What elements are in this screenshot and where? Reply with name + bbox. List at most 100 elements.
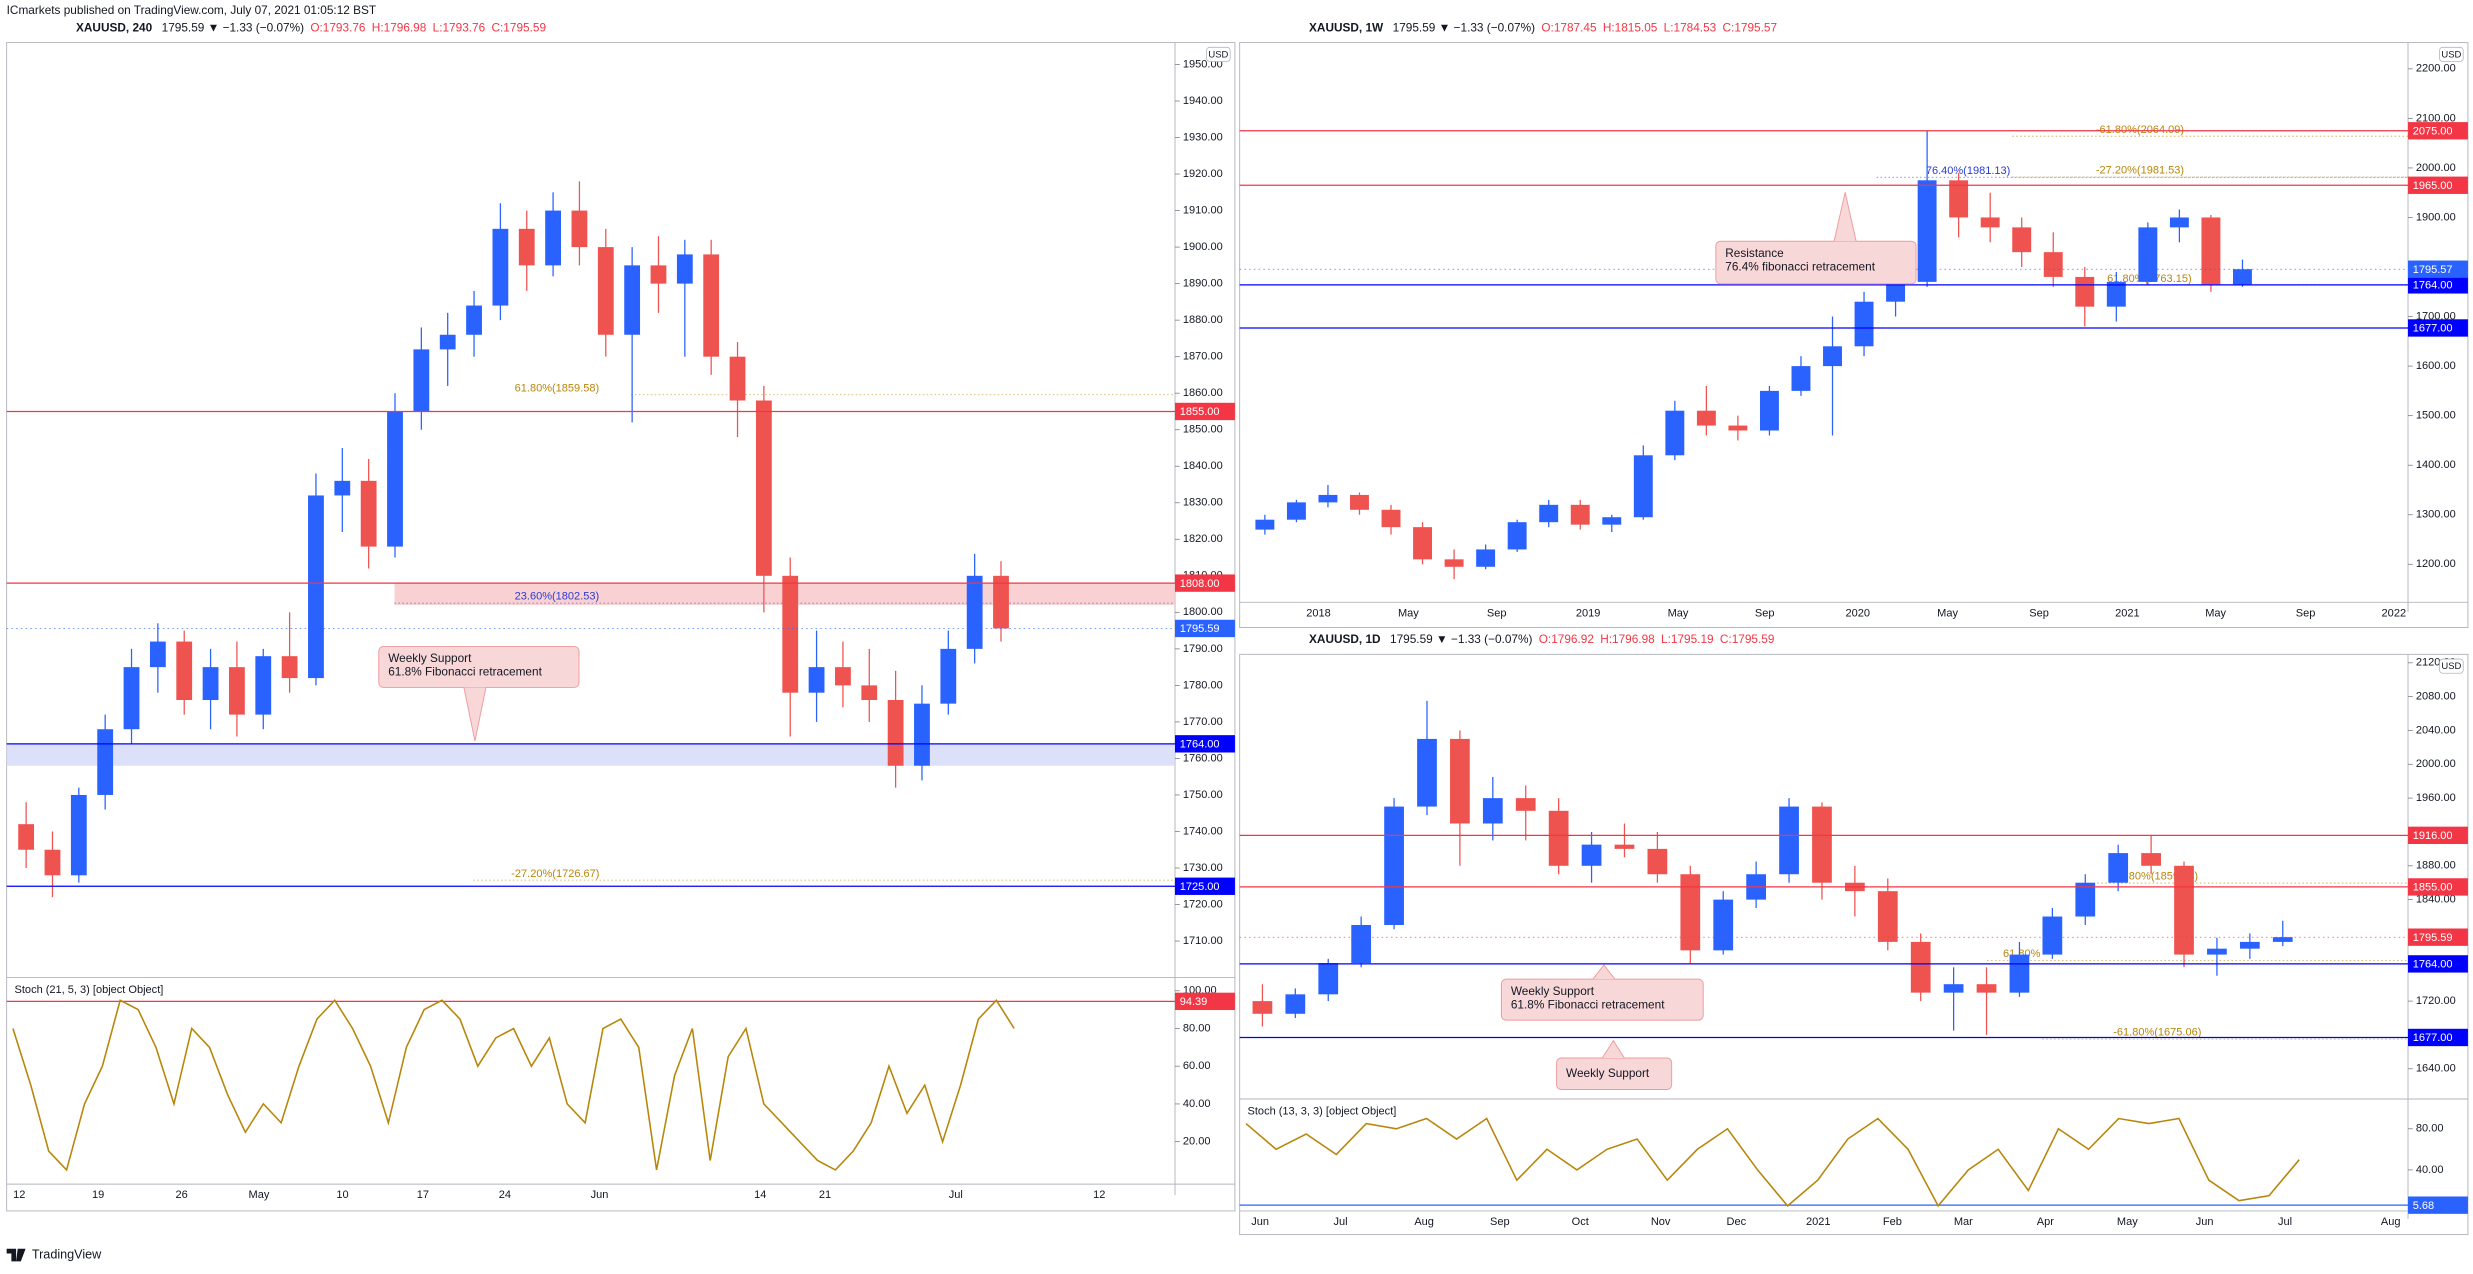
candle-body <box>1823 346 1842 367</box>
fib-label: 61.80%(1859.58) <box>515 382 600 394</box>
candle-body <box>2108 853 2129 883</box>
quote: 1795.59 ▼ −1.33 (−0.07%) <box>1390 632 1532 646</box>
y-tick-label: 1910.00 <box>1183 204 1223 216</box>
y-tick-label: 1900.00 <box>2416 211 2456 223</box>
candle-body <box>1779 806 1799 875</box>
candle-body <box>97 729 114 795</box>
currency-badge: USD <box>2441 49 2461 60</box>
x-tick-label: 12 <box>13 1189 25 1201</box>
candle-body <box>176 641 193 700</box>
price-label: 1795.59 <box>2413 932 2453 944</box>
candle-body <box>2201 217 2221 285</box>
fib-label: -27.20%(1726.67) <box>511 868 599 880</box>
level-label: 1764.00 <box>2413 280 2453 292</box>
callout-text: Weekly Support <box>388 651 472 665</box>
candle-body <box>966 575 983 649</box>
callout-text: 61.8% Fibonacci retracement <box>388 665 542 679</box>
x-tick-label: 24 <box>499 1189 511 1201</box>
level-label: 1764.00 <box>2413 959 2453 971</box>
x-tick-label: 12 <box>1093 1189 1105 1201</box>
candle-body <box>1791 366 1811 391</box>
candle-body <box>597 247 614 335</box>
candle-body <box>202 667 219 700</box>
symbol: XAUUSD, 240 <box>76 21 153 35</box>
candle-body <box>360 480 377 547</box>
y-tick-label: 1300.00 <box>2416 509 2456 521</box>
price-zone <box>6 743 1176 766</box>
level-label: 1855.00 <box>1180 406 1220 418</box>
candle-body <box>1917 180 1937 282</box>
x-tick-label: 2022 <box>2382 607 2407 619</box>
y-tick-label: 20.00 <box>1183 1136 1211 1148</box>
level-label: 1808.00 <box>1180 578 1220 590</box>
candle-body <box>2169 217 2189 228</box>
candle-body <box>1976 984 1997 993</box>
callout-box <box>1715 240 1917 285</box>
callout-text: Weekly Support <box>1511 984 1595 998</box>
x-tick-label: Nov <box>1651 1216 1671 1228</box>
candle-body <box>1886 281 1906 302</box>
ohlc-value: O:1796.92 <box>1539 632 1594 646</box>
x-tick-label: 2021 <box>1806 1216 1831 1228</box>
x-tick-label: Jul <box>2278 1216 2292 1228</box>
candle-body <box>518 228 535 266</box>
x-tick-label: Mar <box>1954 1216 1973 1228</box>
y-tick-label: 1900.00 <box>1183 241 1223 253</box>
candle-body <box>1515 798 1536 811</box>
callout-pointer <box>1833 192 1857 242</box>
y-tick-label: 1950.00 <box>1183 58 1223 70</box>
level-label-bg <box>2408 176 2468 194</box>
y-tick-label: 1820.00 <box>1183 533 1223 545</box>
x-tick-label: Oct <box>1572 1216 1589 1228</box>
indicator-level-label-bg <box>1175 992 1235 1011</box>
y-tick-label: 1850.00 <box>1183 424 1223 436</box>
candle-body <box>1255 519 1275 530</box>
x-tick-label: Sep <box>1487 607 1507 619</box>
candle-body <box>413 349 430 412</box>
candle-body <box>1548 810 1569 866</box>
callout-text: 76.4% fibonacci retracement <box>1725 259 1875 273</box>
candle-body <box>492 228 509 306</box>
candle-body <box>1877 891 1898 942</box>
x-tick-label: 2019 <box>1576 607 1601 619</box>
fib-label: -61.80%(2064.09) <box>2096 124 2184 136</box>
x-tick-label: 2021 <box>2115 607 2140 619</box>
y-tick-label: 2100.00 <box>2416 112 2456 124</box>
indicator-level-label-bg <box>2408 1196 2468 1214</box>
ohlc-value: O:1793.76 <box>310 21 366 35</box>
indicator-label: Stoch (21, 5, 3) [object Object] <box>15 984 164 996</box>
symbol-legend: XAUUSD, 240 1795.59 ▼ −1.33 (−0.07%) O:179… <box>76 21 546 35</box>
y-tick-label: 1890.00 <box>1183 278 1223 290</box>
y-tick-label: 1880.00 <box>2416 860 2456 872</box>
price-label: 1795.57 <box>2413 264 2453 276</box>
level-label-bg <box>2408 955 2468 973</box>
y-tick-label: 2040.00 <box>2416 724 2456 736</box>
candle-body <box>755 400 772 576</box>
y-tick-label: 60.00 <box>1183 1060 1211 1072</box>
y-tick-label: 1790.00 <box>1183 643 1223 655</box>
y-tick-label: 1720.00 <box>2416 995 2456 1007</box>
chart-panel: XAUUSD, 1W 1795.59 ▼ −1.33 (−0.07%) O:1787… <box>1239 21 2469 629</box>
x-tick-label: Jul <box>1334 1216 1348 1228</box>
candle-body <box>835 667 851 686</box>
x-tick-label: Aug <box>2381 1216 2401 1228</box>
candle-body <box>1384 806 1404 925</box>
candle-body <box>2232 269 2252 285</box>
x-tick-label: Sep <box>1755 607 1775 619</box>
publisher: ICmarkets published on TradingView.com, … <box>7 3 376 17</box>
candle-body <box>1759 390 1779 431</box>
fib-label: 61.80%(1859.58) <box>2113 871 2198 883</box>
x-tick-label: 26 <box>176 1189 188 1201</box>
candle-body <box>255 656 272 715</box>
symbol: XAUUSD, 1W <box>1309 21 1384 35</box>
candle-body <box>1252 1001 1273 1014</box>
candle-body <box>2042 916 2063 955</box>
x-tick-label: May <box>1398 607 1419 619</box>
y-tick-label: 1500.00 <box>2416 410 2456 422</box>
candle-body <box>1854 301 1874 347</box>
candle-body <box>1450 738 1470 824</box>
callout-text: 61.8% Fibonacci retracement <box>1511 997 1665 1011</box>
symbol: XAUUSD, 1D <box>1309 632 1381 646</box>
candle-body <box>334 480 351 496</box>
candle-body <box>1318 494 1338 503</box>
